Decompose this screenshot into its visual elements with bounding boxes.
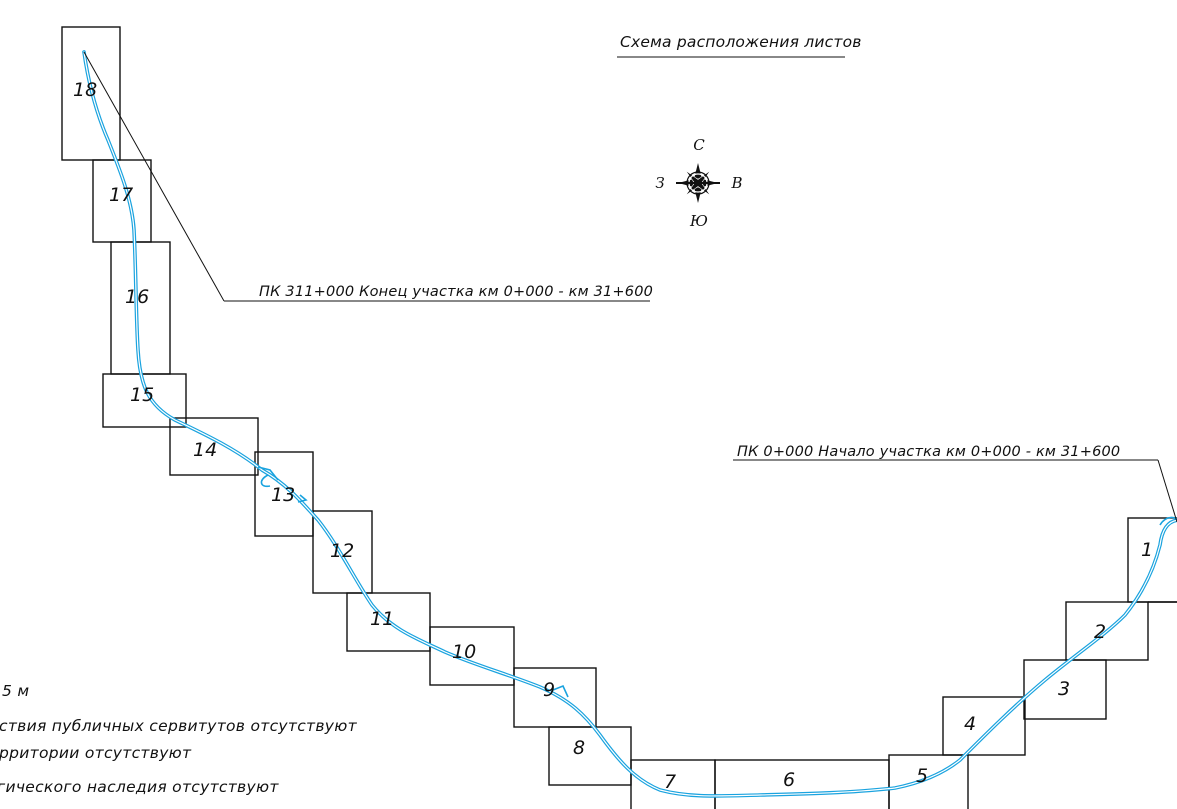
note-line-1: 5 м — [2, 682, 29, 700]
diagram-title: Схема расположения листов — [620, 33, 862, 51]
sheet-number-4: 4 — [964, 713, 976, 735]
compass-north-label: С — [693, 136, 705, 154]
sheet-frame-13[interactable] — [254, 451, 314, 537]
sheet-frame-8[interactable] — [548, 726, 632, 786]
start-callout-text: ПК 0+000 Начало участка км 0+000 - км 31… — [737, 444, 1120, 460]
junction-mark-13a — [257, 466, 279, 481]
end-callout: ПК 311+000 Конец участка км 0+000 - км 3… — [83, 51, 653, 302]
junction-mark-13c — [297, 494, 308, 503]
sheet-number-14: 14 — [193, 439, 217, 461]
sheet-number-18: 18 — [73, 79, 97, 101]
note-line-4: гического наследия отсутствуют — [0, 778, 279, 796]
sheet-frames — [61, 26, 1177, 809]
junction-mark-1 — [1159, 516, 1177, 526]
compass-rose: С Ю З В — [655, 136, 742, 230]
compass-east-label: В — [730, 174, 742, 192]
sheet-number-2: 2 — [1094, 621, 1106, 643]
route-line — [82, 50, 1177, 798]
sheet-frame-14[interactable] — [169, 417, 259, 476]
compass-star-icon — [676, 163, 720, 203]
sheet-frame-3[interactable] — [1023, 659, 1107, 720]
end-callout-leader — [83, 51, 225, 302]
start-callout: ПК 0+000 Начало участка км 0+000 - км 31… — [733, 444, 1177, 523]
sheet-number-15: 15 — [130, 384, 154, 406]
sheet-number-13: 13 — [271, 484, 295, 506]
sheet-number-10: 10 — [452, 641, 476, 663]
notes: 5 м ствия публичных сервитутов отсутству… — [0, 682, 358, 796]
sheet-number-12: 12 — [330, 540, 354, 562]
sheet-frame-12[interactable] — [312, 510, 373, 594]
sheet-number-3: 3 — [1058, 678, 1070, 700]
junction-mark-9 — [552, 684, 569, 698]
sheet-frame-2[interactable] — [1065, 601, 1149, 661]
sheet-number-9: 9 — [543, 679, 555, 701]
sheet-frame-6[interactable] — [714, 759, 890, 809]
end-callout-text: ПК 311+000 Конец участка км 0+000 - км 3… — [259, 284, 653, 300]
junction-mark-13b — [260, 474, 271, 488]
sheet-frame-15[interactable] — [102, 373, 187, 428]
sheet-frame-4[interactable] — [942, 696, 1026, 756]
sheet-frame-10[interactable] — [429, 626, 515, 686]
sheet-frame-5[interactable] — [888, 754, 969, 809]
sheet-number-7: 7 — [664, 771, 676, 793]
note-line-2: ствия публичных сервитутов отсутствуют — [0, 717, 358, 735]
sheet-number-8: 8 — [573, 737, 585, 759]
sheet-number-17: 17 — [109, 184, 133, 206]
sheet-number-16: 16 — [125, 286, 149, 308]
sheet-frame-11[interactable] — [346, 592, 431, 652]
start-callout-leader — [1157, 459, 1177, 523]
sheet-number-1: 1 — [1141, 539, 1153, 561]
sheet-frame-16[interactable] — [110, 241, 171, 375]
sheet-number-6: 6 — [783, 769, 795, 791]
note-line-3: рритории отсутствуют — [0, 744, 192, 762]
sheet-number-5: 5 — [916, 765, 928, 787]
sheet-frame-18[interactable] — [61, 26, 121, 161]
compass-west-label: З — [655, 174, 664, 192]
sheet-number-11: 11 — [370, 608, 394, 630]
sheet-numbers: 1 2 3 4 5 6 7 8 9 10 11 12 13 14 15 16 1… — [73, 79, 1153, 793]
compass-south-label: Ю — [689, 212, 708, 230]
